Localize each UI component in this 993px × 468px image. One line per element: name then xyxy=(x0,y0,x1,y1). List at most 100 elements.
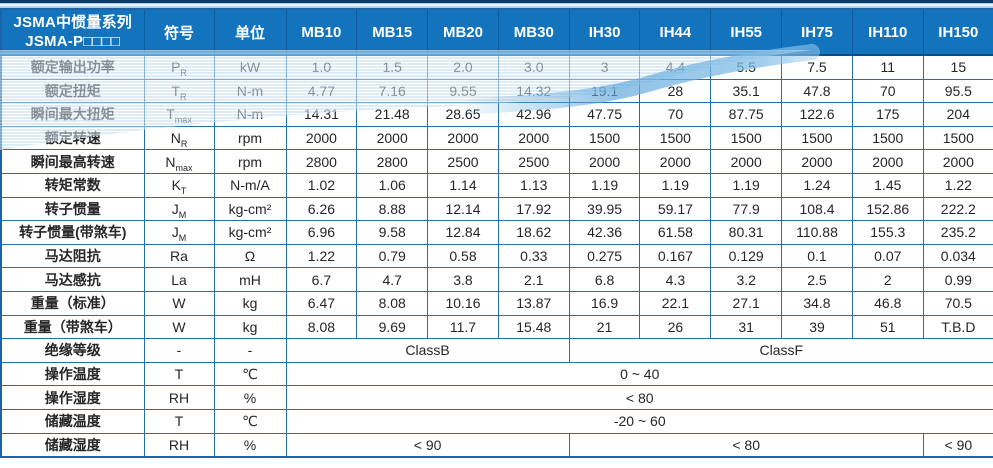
row-label: 马达感抗 xyxy=(0,267,145,292)
value-cell-ih44: 4.3 xyxy=(639,267,712,292)
row-label: 储藏温度 xyxy=(0,408,145,434)
row-label: 绝缘等级 xyxy=(0,338,145,363)
row-label: 重量（标准） xyxy=(0,290,145,316)
value-cell-mb20: 11.7 xyxy=(427,314,499,340)
symbol-cell: Tmax xyxy=(143,102,215,127)
value-cell-ih30: 3 xyxy=(568,54,641,80)
symbol-cell: RH xyxy=(143,385,215,410)
unit-cell: kg-cm² xyxy=(213,220,287,245)
unit-cell: ℃ xyxy=(213,408,287,434)
model-header-ih110: IH110 xyxy=(851,8,924,56)
symbol-cell: T xyxy=(143,408,215,434)
value-cell-ih55: 87.75 xyxy=(710,102,783,127)
value-cell-ih30: 39.95 xyxy=(568,196,641,222)
value-cell-ih75: 1500 xyxy=(781,125,853,151)
series-title-line2: JSMA-P□□□□ xyxy=(25,33,121,50)
value-cell-mb15: 21.48 xyxy=(356,102,429,127)
value-cell-mb10: 6.96 xyxy=(285,220,358,245)
value-cell-mb15: 1.5 xyxy=(356,54,429,80)
value-cell-ih75: 7.5 xyxy=(781,54,853,80)
value-cell-ih150: 95.5 xyxy=(922,78,993,104)
value-cell-ih55: 1.19 xyxy=(710,172,783,198)
value-cell-ih44: 4.4 xyxy=(639,54,712,80)
value-cell-mb20: 0.58 xyxy=(427,243,499,269)
value-cell-ih110: 1500 xyxy=(851,125,924,151)
value-cell-ih75: 108.4 xyxy=(781,196,853,222)
row-label: 操作湿度 xyxy=(0,385,145,410)
value-cell-ih55: 1500 xyxy=(710,125,783,151)
top-accent-line xyxy=(0,0,993,8)
value-cell-ih75: 122.6 xyxy=(781,102,853,127)
unit-cell: Ω xyxy=(213,243,287,269)
value-cell-mb30: 15.48 xyxy=(497,314,570,340)
value-cell-ih110: 0.07 xyxy=(851,243,924,269)
value-cell-mb20: 2.0 xyxy=(427,54,499,80)
value-cell-ih44: 0.167 xyxy=(639,243,712,269)
symbol-cell: - xyxy=(143,338,215,363)
value-cell-mb20: 28.65 xyxy=(427,102,499,127)
value-cell-mb15: 0.79 xyxy=(356,243,429,269)
value-cell-mb15: 8.88 xyxy=(356,196,429,222)
value-cell-mb15: 8.08 xyxy=(356,290,429,316)
spec-row: 转子惯量 JM kg-cm² 6.26 8.88 12.14 17.92 39.95 59.17… xyxy=(0,196,993,222)
span-value-cell: < 90 xyxy=(922,432,993,458)
value-cell-ih30: 21 xyxy=(568,314,641,340)
value-cell-ih150: 15 xyxy=(922,54,993,80)
symbol-cell: W xyxy=(143,314,215,340)
row-label: 转矩常数 xyxy=(0,172,145,198)
value-cell-mb30: 14.32 xyxy=(497,78,570,104)
value-cell-mb30: 17.92 xyxy=(497,196,570,222)
value-cell-ih55: 2000 xyxy=(710,149,783,174)
spec-row: 瞬间最高转速 Nmax rpm 2800 2800 2500 2500 2000 2000 200… xyxy=(0,149,993,174)
spec-row: 操作湿度 RH% < 80 xyxy=(0,385,993,410)
value-cell-ih55: 0.129 xyxy=(710,243,783,269)
series-title: JSMA中惯量系列 JSMA-P□□□□ xyxy=(0,8,145,56)
value-cell-ih110: 2000 xyxy=(851,149,924,174)
value-cell-ih110: 155.3 xyxy=(851,220,924,245)
value-cell-mb15: 1.06 xyxy=(356,172,429,198)
value-cell-mb15: 7.16 xyxy=(356,78,429,104)
unit-cell: kg xyxy=(213,314,287,340)
unit-cell: ℃ xyxy=(213,361,287,387)
symbol-cell: Nmax xyxy=(143,149,215,174)
value-cell-ih30: 42.36 xyxy=(568,220,641,245)
symbol-cell: RH xyxy=(143,432,215,458)
symbol-cell: PR xyxy=(143,54,215,80)
spec-row: 马达感抗 La mH 6.7 4.7 3.8 2.1 6.8 4.3 3.2 2.5 2 0.99 xyxy=(0,267,993,292)
value-cell-ih75: 2.5 xyxy=(781,267,853,292)
value-cell-ih30: 6.8 xyxy=(568,267,641,292)
span-value-cell: -20 ~ 60 xyxy=(285,408,993,434)
value-cell-mb30: 2000 xyxy=(497,125,570,151)
spec-row: 马达阻抗 Ra Ω 1.22 0.79 0.58 0.33 0.275 0.167 0.129 0.… xyxy=(0,243,993,269)
value-cell-ih150: 222.2 xyxy=(922,196,993,222)
spec-row: 操作温度 T ℃ 0 ~ 40 xyxy=(0,361,993,387)
spec-row: 储藏湿度 RH% < 90 < 80 < 90 xyxy=(0,432,993,458)
value-cell-mb10: 1.22 xyxy=(285,243,358,269)
model-header-ih30: IH30 xyxy=(568,8,641,56)
value-cell-mb15: 2000 xyxy=(356,125,429,151)
value-cell-mb15: 9.69 xyxy=(356,314,429,340)
value-cell-ih150: 235.2 xyxy=(922,220,993,245)
value-cell-ih30: 16.9 xyxy=(568,290,641,316)
spec-row: 绝缘等级 - - ClassB ClassF xyxy=(0,338,993,363)
spec-row: 瞬间最大扭矩 Tmax N-m 14.31 21.48 28.65 42.96 47.75 70… xyxy=(0,102,993,127)
unit-cell: kW xyxy=(213,54,287,80)
row-label: 重量（带煞车） xyxy=(0,314,145,340)
value-cell-ih75: 39 xyxy=(781,314,853,340)
value-cell-mb10: 1.02 xyxy=(285,172,358,198)
symbol-cell: JM xyxy=(143,196,215,222)
value-cell-ih44: 1500 xyxy=(639,125,712,151)
value-cell-ih44: 26 xyxy=(639,314,712,340)
value-cell-mb20: 10.16 xyxy=(427,290,499,316)
unit-cell: kg-cm² xyxy=(213,196,287,222)
value-cell-mb20: 9.55 xyxy=(427,78,499,104)
value-cell-ih110: 175 xyxy=(851,102,924,127)
unit-cell: N-m xyxy=(213,78,287,104)
value-cell-ih110: 46.8 xyxy=(851,290,924,316)
symbol-cell: T xyxy=(143,361,215,387)
value-cell-ih55: 77.9 xyxy=(710,196,783,222)
value-cell-ih75: 34.8 xyxy=(781,290,853,316)
spec-row: 储藏温度 T ℃ -20 ~ 60 xyxy=(0,408,993,434)
